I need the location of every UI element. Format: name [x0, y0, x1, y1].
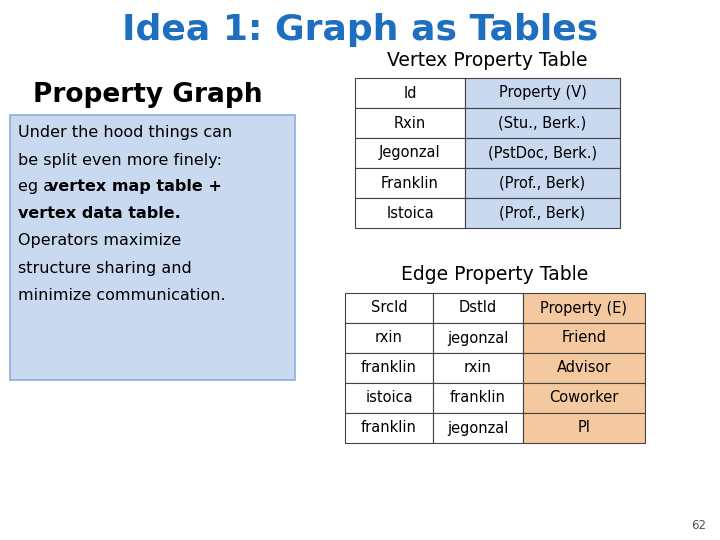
Text: jegonzal: jegonzal: [447, 421, 509, 435]
Text: DstId: DstId: [459, 300, 497, 315]
Text: Property Graph: Property Graph: [33, 82, 263, 108]
Bar: [433, 383, 523, 413]
Text: Property (V): Property (V): [498, 85, 586, 100]
Text: be split even more finely:: be split even more finely:: [18, 152, 222, 167]
Text: (Prof., Berk): (Prof., Berk): [500, 206, 585, 220]
Text: (PstDoc, Berk.): (PstDoc, Berk.): [488, 145, 597, 160]
Text: Franklin: Franklin: [381, 176, 439, 191]
Bar: [355, 198, 465, 228]
Bar: [355, 108, 465, 138]
Bar: [345, 293, 433, 323]
Bar: [345, 323, 433, 353]
Text: istoica: istoica: [365, 390, 413, 406]
Text: 62: 62: [691, 519, 706, 532]
Text: franklin: franklin: [361, 361, 417, 375]
Bar: [465, 198, 620, 228]
Bar: [523, 353, 645, 383]
Text: Edge Property Table: Edge Property Table: [401, 266, 589, 285]
FancyBboxPatch shape: [10, 115, 295, 380]
Bar: [465, 168, 620, 198]
Text: Friend: Friend: [562, 330, 606, 346]
Bar: [345, 353, 433, 383]
Bar: [433, 323, 523, 353]
Text: jegonzal: jegonzal: [447, 330, 509, 346]
Text: franklin: franklin: [450, 390, 506, 406]
Text: franklin: franklin: [361, 421, 417, 435]
Bar: [465, 138, 620, 168]
Bar: [433, 293, 523, 323]
Bar: [433, 413, 523, 443]
Bar: [523, 383, 645, 413]
Bar: [465, 78, 620, 108]
Bar: [355, 168, 465, 198]
Text: Rxin: Rxin: [394, 116, 426, 131]
Bar: [355, 138, 465, 168]
Bar: [433, 353, 523, 383]
Text: Under the hood things can: Under the hood things can: [18, 125, 233, 140]
Text: (Prof., Berk): (Prof., Berk): [500, 176, 585, 191]
Text: (Stu., Berk.): (Stu., Berk.): [498, 116, 587, 131]
Bar: [523, 413, 645, 443]
Text: Vertex Property Table: Vertex Property Table: [387, 51, 588, 70]
Text: Advisor: Advisor: [557, 361, 611, 375]
Text: Coworker: Coworker: [549, 390, 618, 406]
Text: PI: PI: [577, 421, 590, 435]
Text: vertex map table +: vertex map table +: [48, 179, 222, 194]
Bar: [523, 323, 645, 353]
Text: rxin: rxin: [375, 330, 403, 346]
Text: Operators maximize: Operators maximize: [18, 233, 181, 248]
Text: SrcId: SrcId: [371, 300, 408, 315]
Text: Id: Id: [403, 85, 417, 100]
Text: Property (E): Property (E): [541, 300, 628, 315]
Text: Istoica: Istoica: [386, 206, 434, 220]
Text: Idea 1: Graph as Tables: Idea 1: Graph as Tables: [122, 13, 598, 47]
Bar: [345, 383, 433, 413]
Bar: [523, 293, 645, 323]
Text: rxin: rxin: [464, 361, 492, 375]
Text: vertex data table.: vertex data table.: [18, 206, 181, 221]
Text: Jegonzal: Jegonzal: [379, 145, 441, 160]
Bar: [345, 413, 433, 443]
Bar: [355, 78, 465, 108]
Text: eg a: eg a: [18, 179, 58, 194]
Text: minimize communication.: minimize communication.: [18, 287, 225, 302]
Text: structure sharing and: structure sharing and: [18, 260, 192, 275]
Bar: [465, 108, 620, 138]
